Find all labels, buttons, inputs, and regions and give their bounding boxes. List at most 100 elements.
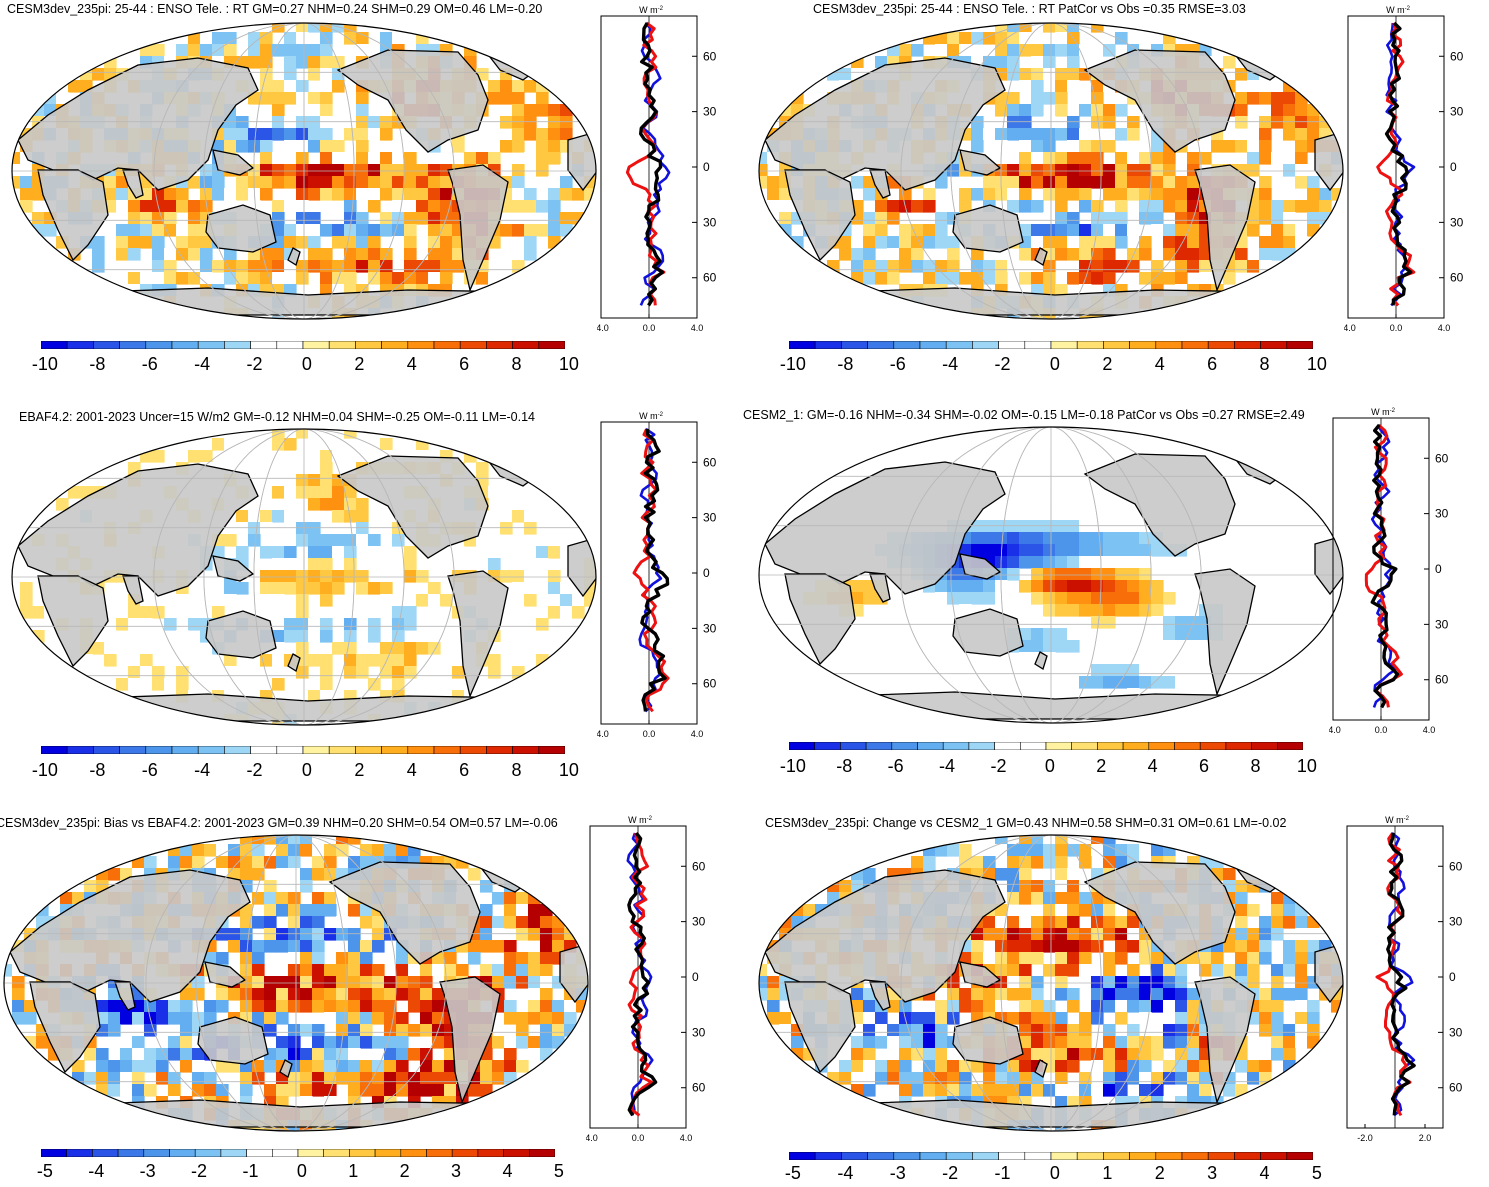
colorbar-swatch	[41, 746, 68, 754]
panel-title: EBAF4.2: 2001-2023 Uncer=15 W/m2 GM=-0.1…	[19, 410, 535, 424]
colorbar-swatch	[328, 341, 356, 349]
latitude-label: 30N	[692, 915, 706, 929]
colorbar-label: 2	[354, 760, 365, 780]
profile-x-tick: -4.0	[597, 729, 609, 739]
colorbar-swatch	[426, 1149, 453, 1157]
red-profile-line	[627, 832, 654, 1117]
latitude-label: 30N	[703, 105, 717, 119]
profile-unit: W m-2	[628, 815, 652, 825]
colorbar-swatch	[276, 746, 304, 754]
latitude-label: 30N	[703, 511, 717, 525]
colorbar-label: 4	[406, 760, 417, 780]
colorbar-swatch	[276, 341, 304, 349]
colorbar-swatch	[66, 341, 94, 349]
colorbar-label: 5	[1311, 1163, 1322, 1183]
colorbar-swatch	[945, 341, 973, 349]
colorbar-swatch	[400, 1149, 427, 1157]
colorbar-swatch	[486, 746, 513, 754]
profile-unit: W m-2	[1386, 5, 1410, 15]
colorbar-swatch	[1174, 742, 1201, 750]
panel-title: CESM3dev_235pi: 25-44 : ENSO Tele. : RT …	[813, 2, 1246, 16]
profile-x-tick: -4.0	[1329, 725, 1341, 735]
colorbar-swatch	[323, 1149, 350, 1157]
colorbar-swatch	[945, 1152, 973, 1160]
colorbar-swatch	[197, 341, 225, 349]
colorbar-swatch	[145, 341, 173, 349]
colorbar-swatch	[220, 1149, 247, 1157]
colorbar-label: -4	[194, 354, 211, 374]
world-map	[3, 834, 589, 1132]
colorbar-swatch	[1050, 341, 1078, 349]
colorbar-swatch	[1207, 341, 1235, 349]
colorbar-swatch	[194, 1149, 222, 1157]
profile-unit: W m-2	[639, 411, 663, 421]
latitude-label: 60S	[1449, 1081, 1463, 1095]
profile-x-tick: 4.0	[691, 323, 704, 333]
colorbar-labels: -5 -4 -3 -2 -1 0 1 2 3 4 5	[785, 1163, 1322, 1187]
colorbar-swatch	[1024, 341, 1052, 349]
colorbar-labels: -5 -4 -3 -2 -1 0 1 2 3 4 5	[37, 1161, 564, 1185]
colorbar-swatch	[512, 341, 540, 349]
latitude-label: 60N	[1450, 49, 1464, 63]
colorbar-swatch	[1199, 742, 1227, 750]
colorbar-swatch	[893, 341, 921, 349]
zonal-mean-profile: W m-2 60N 30N 0 30S 60S -4.0 0.0 4.0	[597, 411, 717, 739]
colorbar-label: 4	[406, 354, 417, 374]
colorbar-swatch	[224, 341, 251, 349]
colorbar-swatch	[1260, 1152, 1288, 1160]
profile-x-tick: 0.0	[643, 323, 656, 333]
colorbar-swatch	[171, 341, 199, 349]
colorbar-label: -4	[939, 756, 956, 776]
colorbar-label: -10	[779, 756, 806, 776]
colorbar-swatch	[451, 1149, 479, 1157]
black-profile-line	[639, 22, 665, 307]
colorbar-swatch	[893, 1152, 921, 1160]
colorbar-swatch	[1103, 1152, 1130, 1160]
colorbar-swatch	[1050, 1152, 1078, 1160]
colorbar-swatch	[1181, 1152, 1209, 1160]
colorbar	[789, 1152, 1313, 1160]
colorbar-swatch	[119, 746, 147, 754]
colorbar-label: 4	[502, 1161, 513, 1181]
latitude-label: 30N	[1449, 915, 1463, 929]
colorbar-label: -4	[88, 1161, 105, 1181]
colorbar-swatch	[512, 746, 540, 754]
colorbar-swatch	[1076, 1152, 1104, 1160]
colorbar-label: 0	[1049, 354, 1060, 374]
colorbar-swatch	[1122, 742, 1150, 750]
world-map	[758, 426, 1344, 724]
profile-x-tick: 0.0	[632, 1133, 645, 1143]
colorbar-label: -10	[31, 760, 58, 780]
colorbar-label: 2	[399, 1161, 410, 1181]
colorbar-swatch	[459, 746, 487, 754]
colorbar-swatch	[1076, 341, 1104, 349]
colorbar-label: 6	[1207, 354, 1218, 374]
red-profile-line	[1364, 423, 1403, 708]
black-profile-line	[1384, 21, 1413, 306]
profile-x-tick: 0.0	[643, 729, 656, 739]
profile-x-tick: 4.0	[680, 1133, 693, 1143]
colorbar	[789, 742, 1303, 750]
latitude-label: 0	[703, 566, 710, 580]
colorbar-swatch	[1286, 341, 1313, 349]
colorbar-label: 4	[1147, 756, 1158, 776]
colorbar-label: 8	[511, 760, 522, 780]
colorbar-label: 0	[301, 760, 312, 780]
black-profile-line	[627, 831, 658, 1117]
colorbar-label: -1	[994, 1163, 1011, 1183]
world-map	[11, 22, 597, 320]
colorbar-swatch	[459, 341, 487, 349]
latitude-label: 60S	[1450, 271, 1464, 285]
colorbar	[41, 341, 565, 349]
colorbar-labels: -10 -8 -6 -4 -2 0 2 4 6 8 10	[780, 756, 1317, 780]
colorbar-label: -8	[837, 354, 854, 374]
colorbar-swatch	[972, 341, 999, 349]
latitude-label: 60N	[703, 49, 717, 63]
profile-x-tick: -4.0	[586, 1133, 598, 1143]
colorbar-swatch	[891, 742, 918, 750]
colorbar-swatch	[355, 746, 382, 754]
colorbar-swatch	[1129, 1152, 1157, 1160]
colorbar	[789, 341, 1313, 349]
colorbar-label: 0	[296, 1161, 307, 1181]
colorbar-swatch	[143, 1149, 170, 1157]
